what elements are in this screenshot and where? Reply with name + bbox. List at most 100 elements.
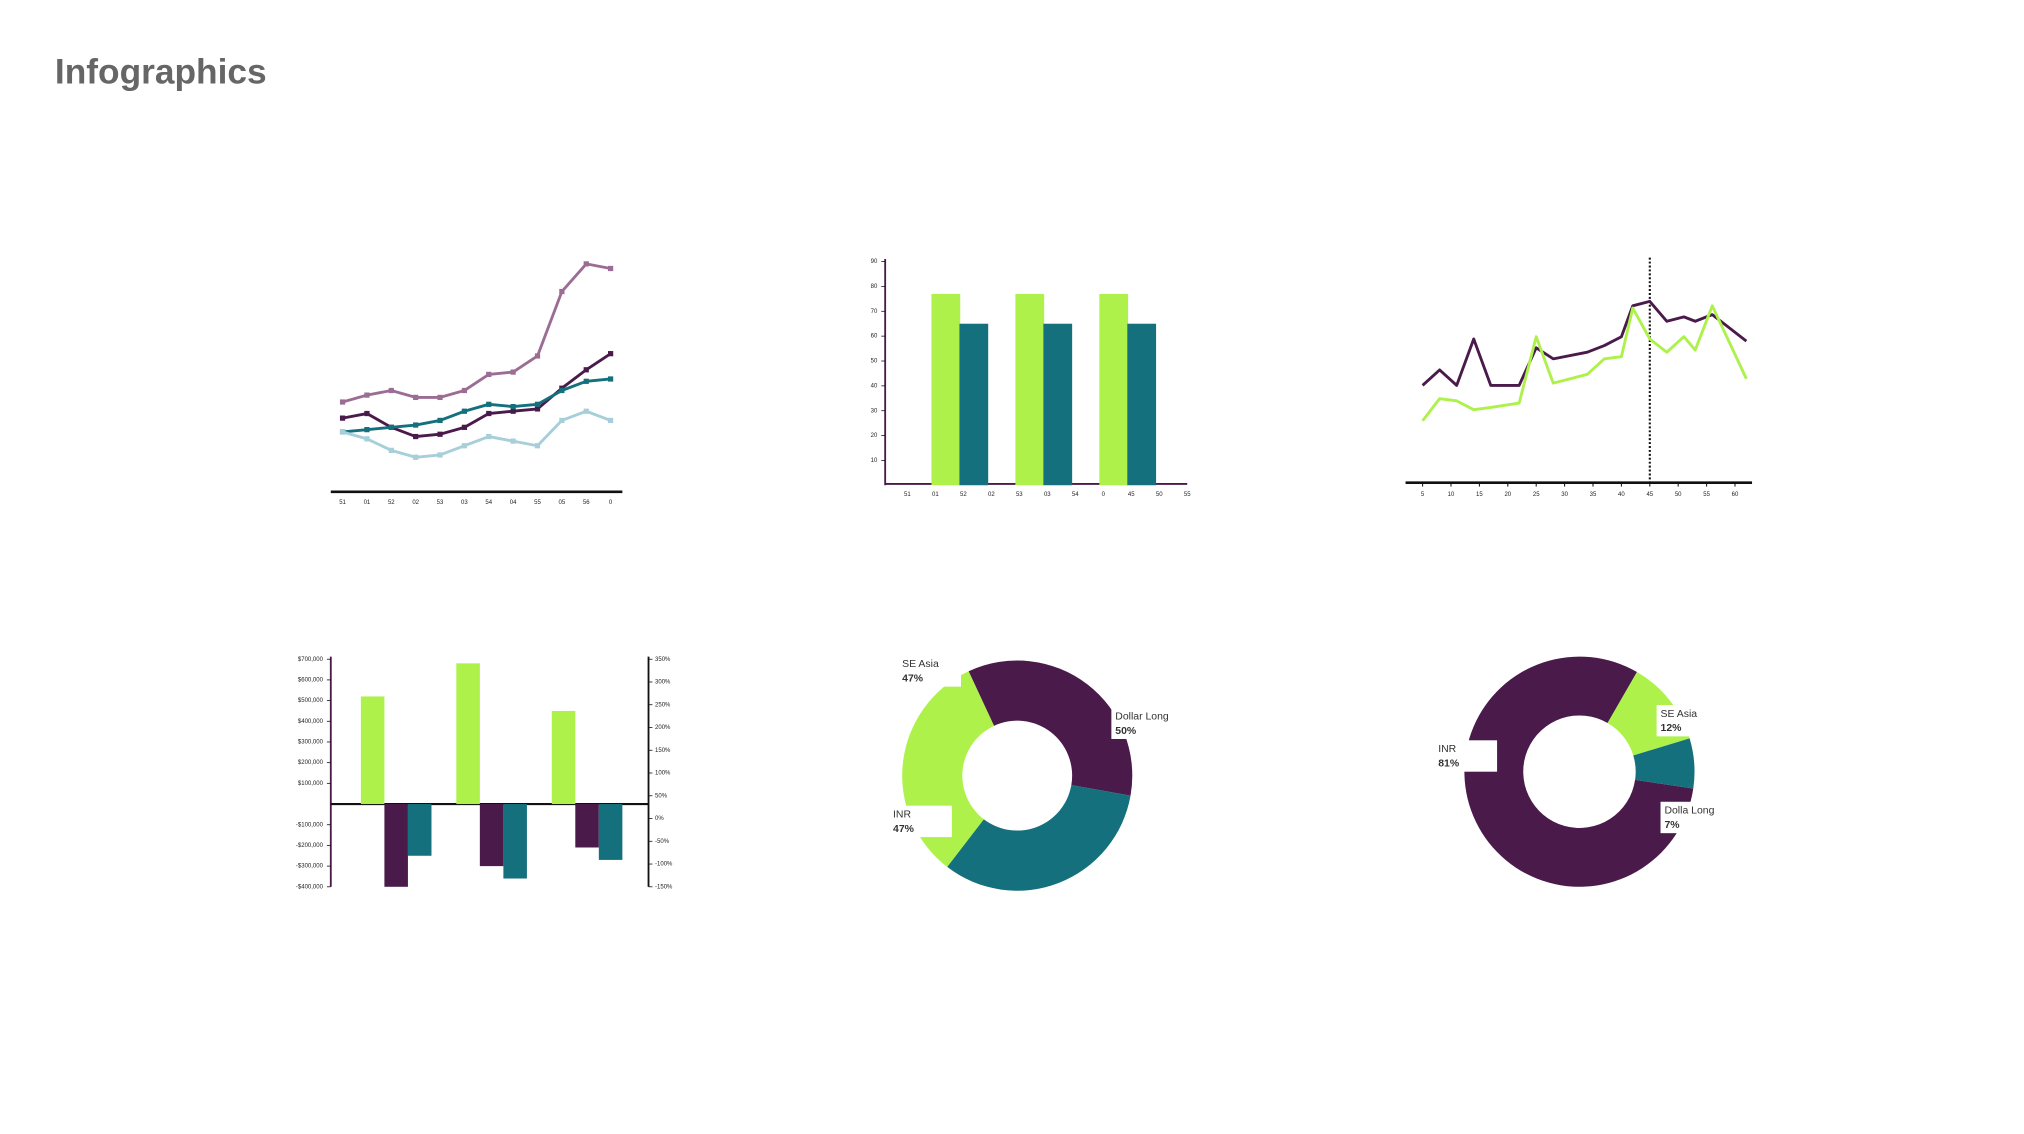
segment-name: Dolla Long [1664, 806, 1714, 817]
bar [1099, 293, 1129, 486]
label-backdrop [1111, 707, 1175, 739]
point-marker [510, 404, 516, 410]
point-marker [510, 369, 516, 375]
point-marker [413, 422, 419, 428]
segment-value: 47% [893, 824, 915, 835]
x-tick-label: 02 [412, 500, 419, 506]
point-marker [339, 429, 346, 435]
y2-tick-label: 250% [655, 702, 671, 708]
x-tick-label: 45 [1646, 492, 1653, 498]
line-series [342, 409, 612, 459]
y2-tick-label: 0% [655, 816, 664, 822]
y2-tick-label: 200% [655, 725, 671, 731]
bar [959, 323, 989, 486]
bar [479, 804, 504, 867]
y-tick-label: -$400,000 [296, 884, 324, 890]
point-marker [437, 452, 443, 458]
donut-segment [1464, 656, 1694, 887]
x-tick-label: 0 [1102, 492, 1106, 498]
segment-name: SE Asia [1661, 709, 1698, 720]
y2-tick-label: 50% [655, 793, 668, 799]
point-marker [339, 399, 346, 405]
point-marker [559, 288, 565, 295]
x-tick-label: 55 [1703, 492, 1710, 498]
y2-tick-label: 300% [655, 680, 671, 686]
line-series [342, 262, 611, 404]
bar [360, 696, 385, 805]
y-tick-label: -$100,000 [296, 822, 324, 828]
point-marker [388, 387, 394, 394]
x-tick-label: 52 [388, 500, 395, 506]
donut-segment [947, 785, 1131, 891]
point-marker [486, 401, 492, 407]
point-marker [559, 387, 565, 394]
page-title: Infographics [55, 53, 267, 92]
segment-value: 81% [1438, 758, 1460, 769]
point-marker [413, 433, 419, 440]
y-tick-label: -$200,000 [296, 843, 324, 849]
x-tick-label: 01 [932, 492, 939, 498]
x-tick-label: 54 [485, 500, 492, 506]
line-series [342, 352, 612, 438]
x-tick-label: 55 [1184, 492, 1191, 498]
point-marker [388, 447, 394, 453]
x-tick-label: 03 [461, 500, 468, 506]
point-marker [364, 427, 370, 433]
segment-value: 47% [902, 673, 924, 684]
point-marker [607, 351, 614, 357]
point-marker [607, 265, 614, 272]
segment-value: 12% [1661, 723, 1683, 734]
point-marker [461, 424, 468, 430]
point-marker [486, 410, 492, 417]
x-tick-label: 01 [364, 500, 371, 506]
bar [456, 663, 480, 805]
point-marker [413, 454, 419, 460]
y-tick-label: -$300,000 [296, 864, 324, 870]
point-marker [534, 401, 541, 407]
point-marker [583, 367, 589, 373]
x-tick-label: 04 [510, 500, 517, 506]
y-tick-label: $500,000 [298, 698, 324, 704]
point-marker [437, 417, 443, 424]
donut-segment [968, 660, 1133, 796]
segment-name: INR [1438, 744, 1456, 755]
y2-tick-label: 100% [655, 771, 671, 777]
x-tick-label: 5 [1421, 492, 1425, 498]
y-tick-label: $200,000 [298, 760, 324, 766]
y2-tick-label: 350% [655, 657, 671, 663]
y-tick-label: 80 [871, 284, 878, 290]
bar [1127, 323, 1157, 486]
donut-segment [1633, 738, 1695, 789]
line-series [1421, 304, 1748, 422]
x-tick-label: 10 [1448, 492, 1455, 498]
y-tick-label: 10 [871, 458, 878, 464]
point-marker [583, 378, 589, 384]
label-backdrop [898, 655, 962, 687]
y-tick-label: 40 [871, 383, 878, 389]
bar [407, 804, 432, 856]
x-tick-label: 0 [609, 500, 613, 506]
x-tick-label: 15 [1476, 492, 1483, 498]
y-tick-label: $100,000 [298, 781, 324, 787]
x-tick-label: 35 [1590, 492, 1597, 498]
bar [575, 804, 599, 848]
point-marker [461, 443, 468, 449]
x-tick-label: 25 [1533, 492, 1540, 498]
y-tick-label: $600,000 [298, 677, 324, 683]
segment-name: Dollar Long [1115, 711, 1169, 722]
x-tick-label: 51 [904, 492, 911, 498]
x-tick-label: 40 [1618, 492, 1625, 498]
segment-value: 50% [1115, 726, 1137, 737]
x-tick-label: 54 [1072, 492, 1079, 498]
x-tick-label: 53 [1016, 492, 1023, 498]
bar [503, 804, 527, 879]
bar [931, 293, 961, 486]
point-marker [583, 408, 589, 414]
bar [1043, 323, 1073, 486]
label-backdrop [1656, 704, 1720, 737]
point-marker [559, 417, 565, 424]
point-marker [339, 415, 346, 421]
point-marker [437, 431, 443, 437]
bar [551, 710, 576, 805]
